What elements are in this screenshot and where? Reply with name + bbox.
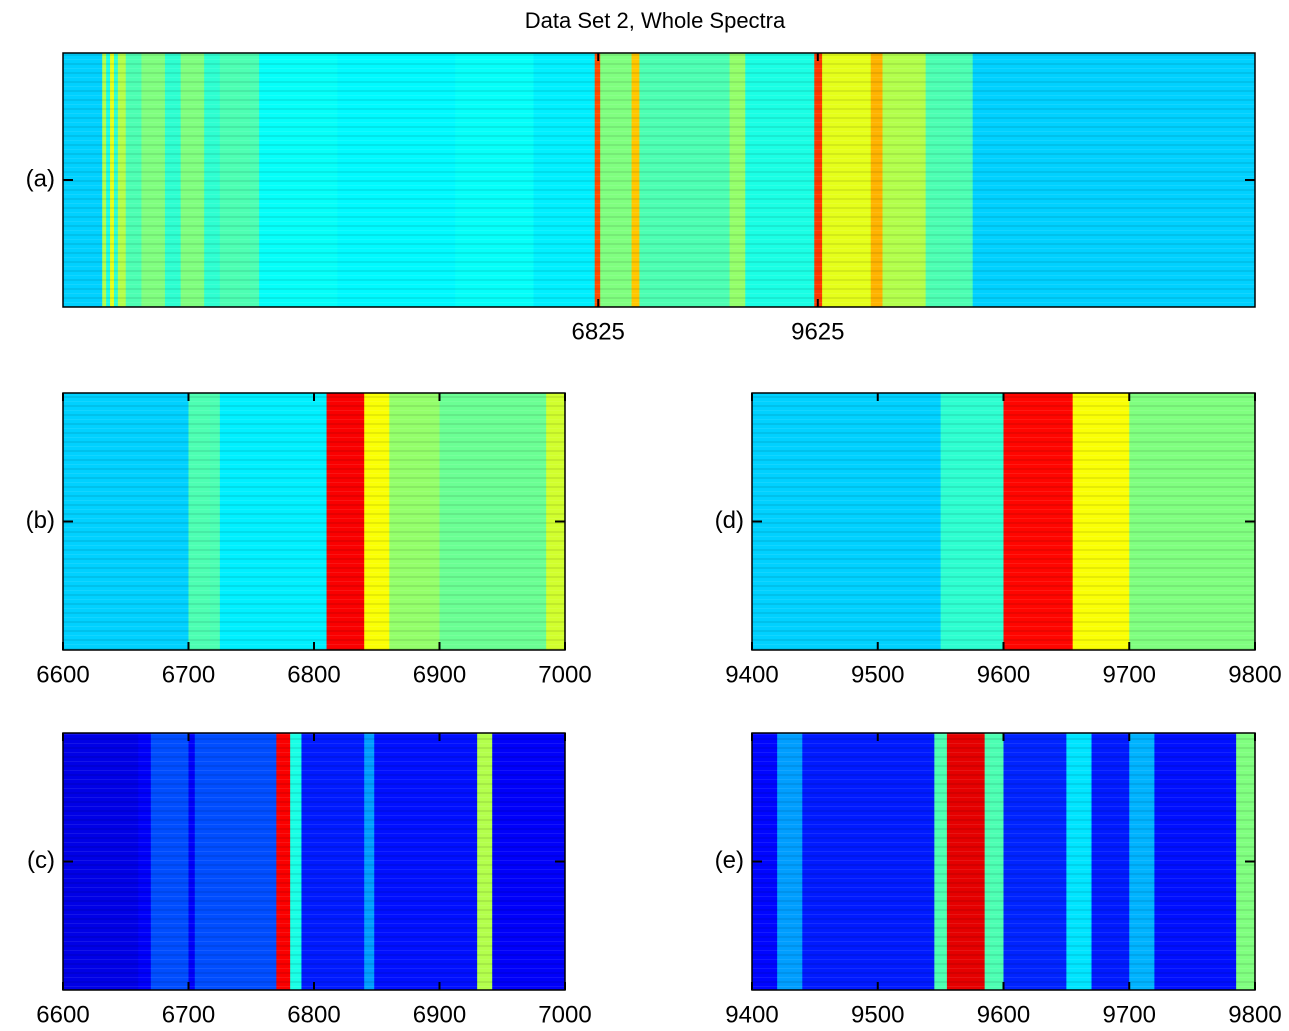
x-tick-label: 9700 bbox=[1103, 661, 1156, 688]
y-tick-label: (d) bbox=[715, 507, 744, 534]
y-tick-label: (a) bbox=[26, 165, 55, 192]
x-tick-label: 9500 bbox=[851, 661, 904, 688]
x-tick-label: 7000 bbox=[538, 661, 591, 688]
x-tick-label: 6900 bbox=[413, 661, 466, 688]
row-texture bbox=[63, 733, 565, 990]
row-texture bbox=[752, 733, 1255, 990]
x-tick-label: 9800 bbox=[1228, 661, 1281, 688]
x-tick-label: 7000 bbox=[538, 1001, 591, 1028]
x-tick-label: 9400 bbox=[725, 1001, 778, 1028]
x-tick-label: 9625 bbox=[791, 318, 844, 345]
row-texture bbox=[752, 393, 1255, 650]
x-tick-label: 6900 bbox=[413, 1001, 466, 1028]
figure-title: Data Set 2, Whole Spectra bbox=[525, 8, 786, 33]
y-tick-label: (c) bbox=[27, 847, 55, 874]
x-tick-label: 9700 bbox=[1103, 1001, 1156, 1028]
x-tick-label: 6800 bbox=[287, 1001, 340, 1028]
y-tick-label: (e) bbox=[715, 847, 744, 874]
x-tick-label: 6700 bbox=[162, 1001, 215, 1028]
x-tick-label: 6700 bbox=[162, 661, 215, 688]
x-tick-label: 9800 bbox=[1228, 1001, 1281, 1028]
row-texture bbox=[63, 53, 1255, 307]
x-tick-label: 9400 bbox=[725, 661, 778, 688]
x-tick-label: 9500 bbox=[851, 1001, 904, 1028]
row-texture bbox=[63, 393, 565, 650]
x-tick-label: 9600 bbox=[977, 661, 1030, 688]
x-tick-label: 6600 bbox=[36, 661, 89, 688]
x-tick-label: 6600 bbox=[36, 1001, 89, 1028]
x-tick-label: 9600 bbox=[977, 1001, 1030, 1028]
x-tick-label: 6825 bbox=[572, 318, 625, 345]
x-tick-label: 6800 bbox=[287, 661, 340, 688]
y-tick-label: (b) bbox=[26, 507, 55, 534]
